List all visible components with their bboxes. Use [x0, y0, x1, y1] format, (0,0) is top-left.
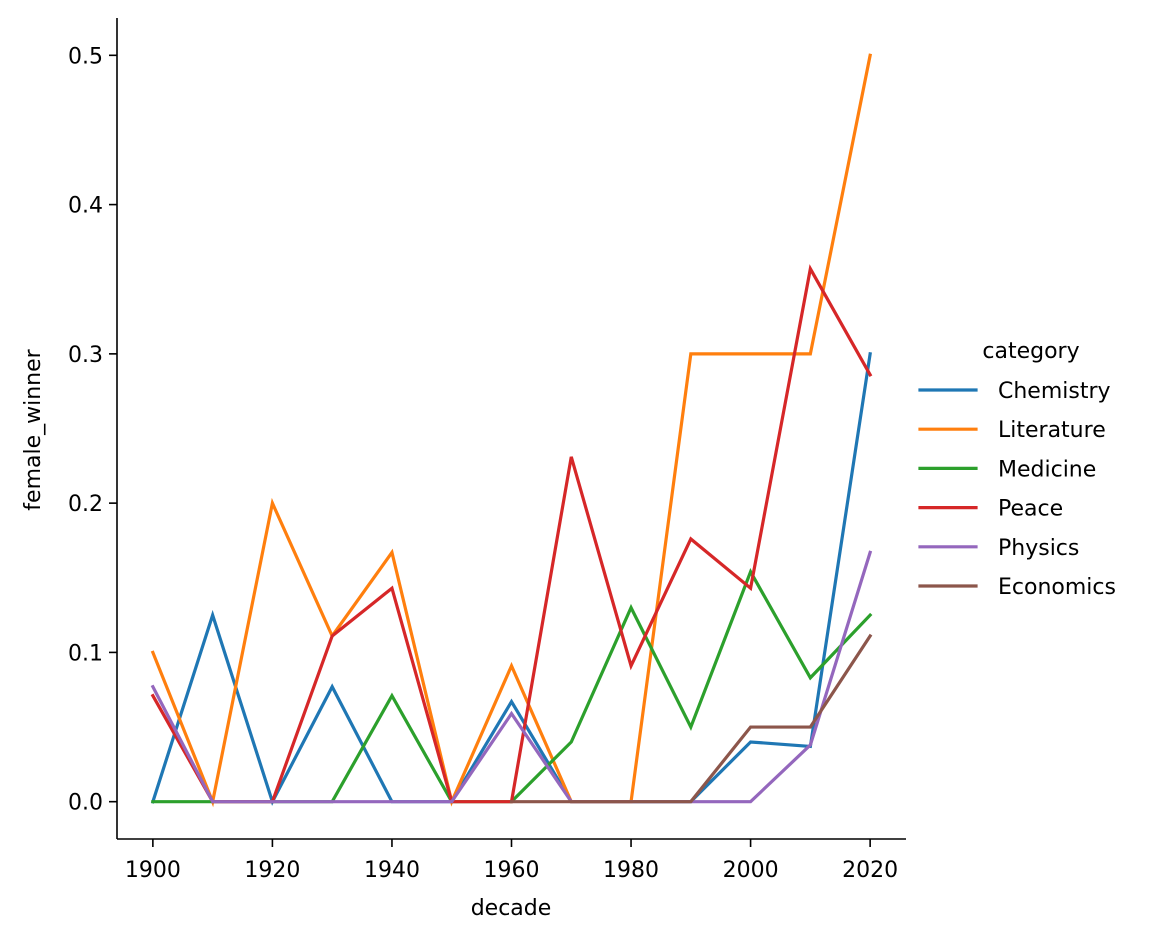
legend-label-peace: Peace	[998, 497, 1063, 522]
series-lines	[150, 53, 873, 808]
series-line-literature	[150, 53, 873, 808]
y-tick-label: 0.3	[68, 343, 103, 368]
y-tick-label: 0.1	[68, 641, 103, 666]
x-tick-label: 1900	[125, 858, 181, 883]
series-line-physics	[150, 550, 873, 804]
y-axis-title: female_winner	[21, 348, 46, 510]
x-tick-label: 1920	[244, 858, 300, 883]
x-axis-title: decade	[471, 896, 552, 921]
x-tick-label: 1980	[603, 858, 659, 883]
y-tick-label: 0.2	[68, 492, 103, 517]
legend-label-medicine: Medicine	[998, 457, 1096, 482]
x-tick-label: 2020	[842, 858, 898, 883]
series-line-economics	[509, 633, 873, 804]
y-tick-label: 0.4	[68, 194, 103, 219]
x-tick-label: 2000	[723, 858, 779, 883]
x-axis-ticks: 1900 1920 1940 1960 1980 2000 2020	[125, 839, 898, 883]
legend-label-chemistry: Chemistry	[998, 379, 1111, 404]
x-tick-label: 1940	[364, 858, 420, 883]
series-line-peace	[150, 264, 873, 804]
series-line-chemistry	[150, 352, 872, 806]
y-axis-ticks: 0.0 0.1 0.2 0.3 0.4 0.5	[68, 44, 117, 816]
legend-title: category	[982, 339, 1079, 364]
y-tick-label: 0.5	[68, 44, 103, 69]
legend-label-economics: Economics	[998, 575, 1116, 600]
legend: category Chemistry Literature Medicine Peac…	[918, 339, 1116, 600]
legend-label-literature: Literature	[998, 418, 1106, 443]
x-tick-label: 1960	[484, 858, 540, 883]
y-tick-label: 0.0	[68, 791, 103, 816]
legend-label-physics: Physics	[998, 536, 1079, 561]
